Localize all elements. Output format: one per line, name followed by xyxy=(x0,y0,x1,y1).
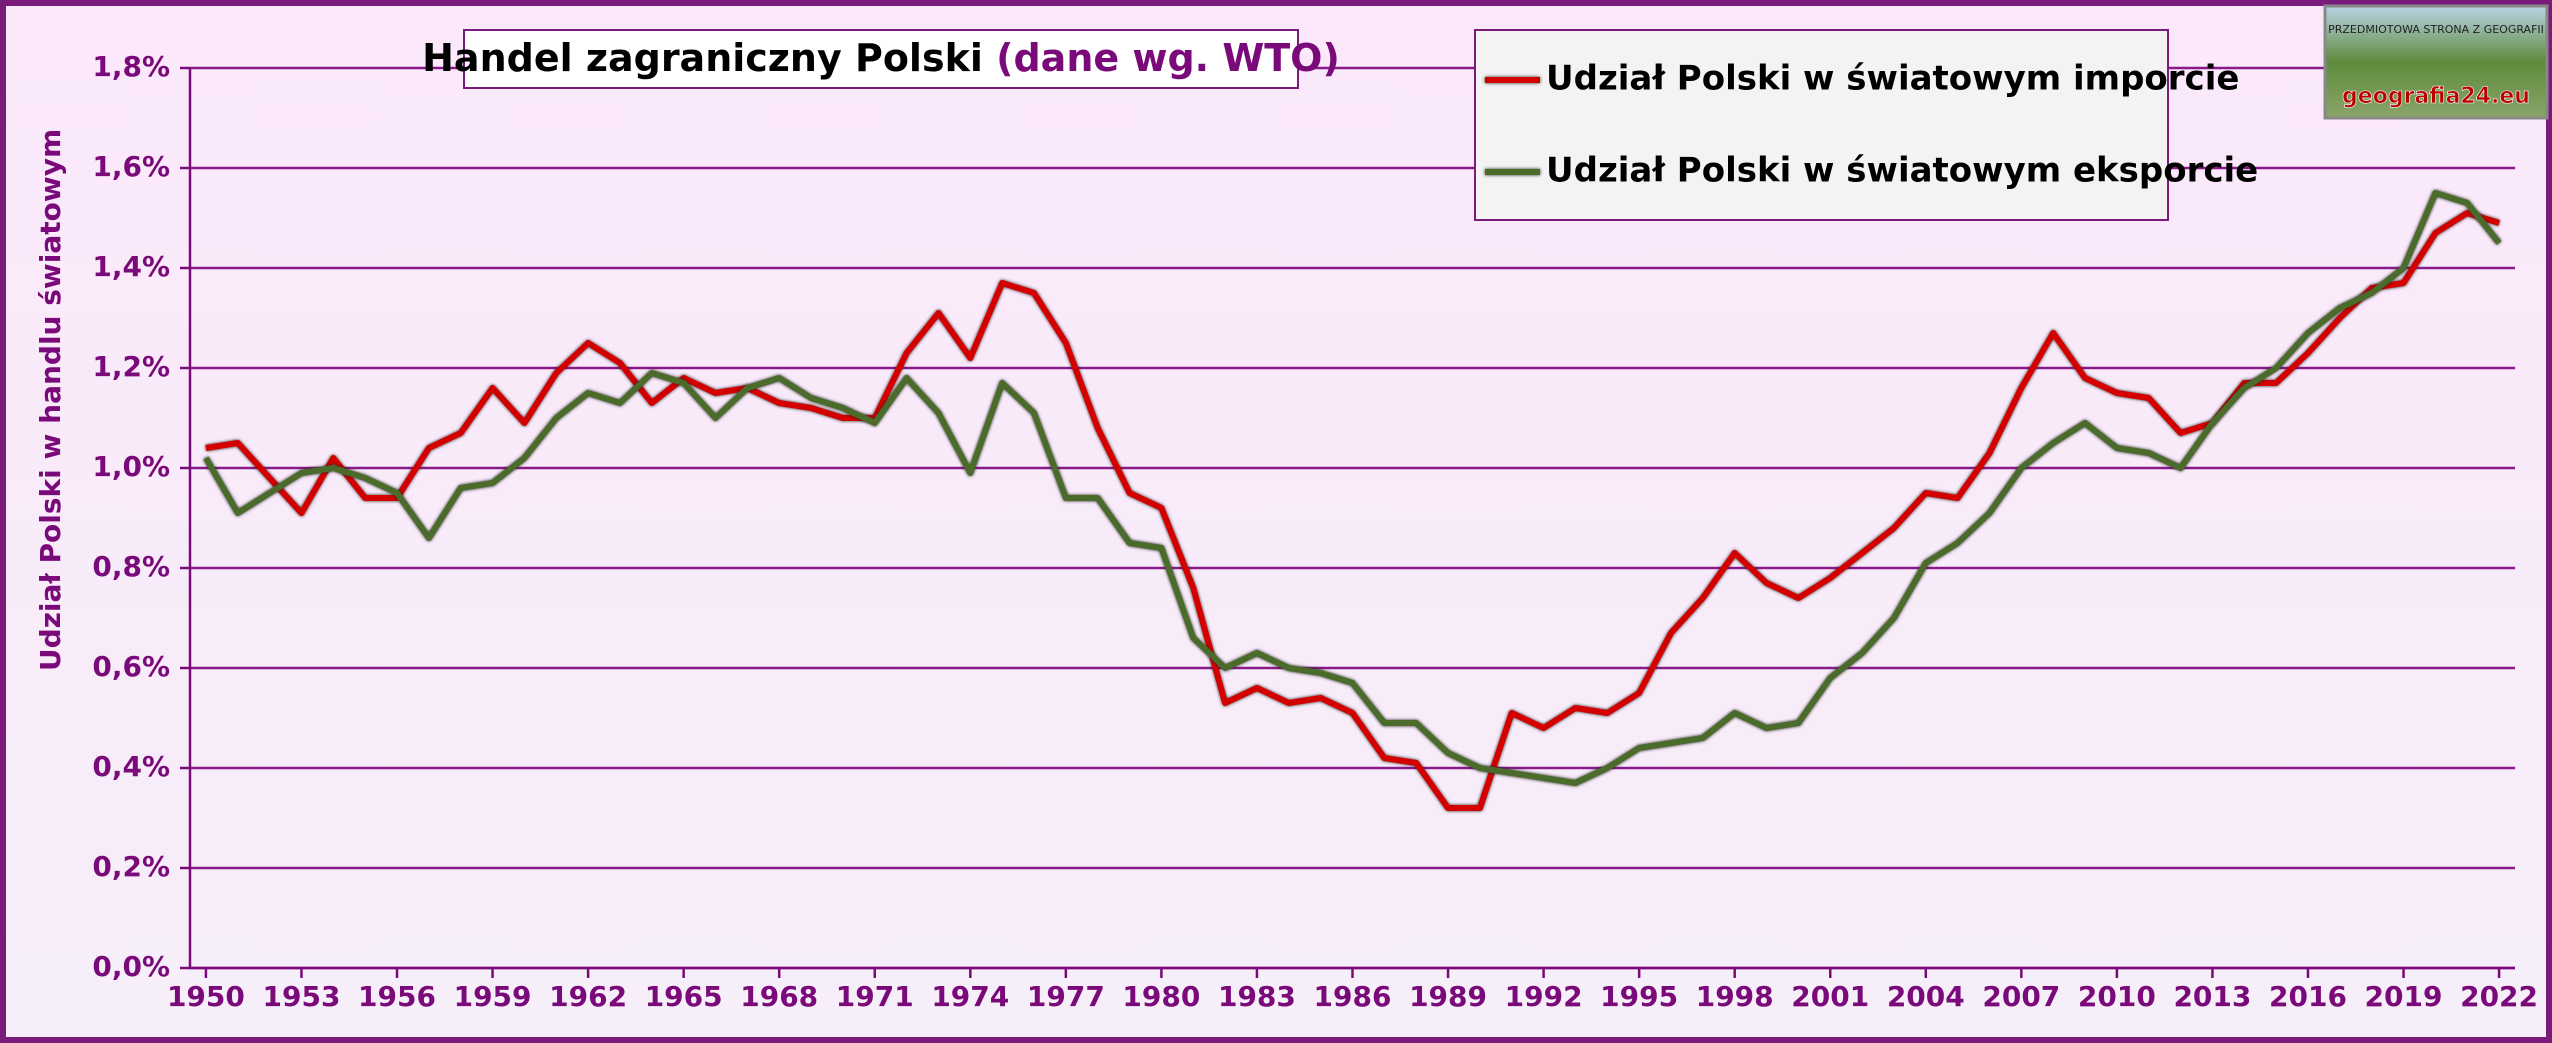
x-tick-label: 1968 xyxy=(740,980,818,1013)
y-tick-label: 0,8% xyxy=(92,550,170,583)
x-tick-label: 2007 xyxy=(1982,980,2060,1013)
legend: Udział Polski w światowym imporcie Udział… xyxy=(1475,30,2258,220)
y-tick-label: 1,8% xyxy=(92,50,170,83)
page: {"chart_data": {"type": "line", "title":… xyxy=(0,0,2552,1043)
x-tick-label: 1989 xyxy=(1409,980,1487,1013)
x-tick-label: 2022 xyxy=(2460,980,2538,1013)
logo-caption: PRZEDMIOTOWA STRONA Z GEOGRAFII xyxy=(2328,23,2544,36)
x-tick-label: 1992 xyxy=(1505,980,1583,1013)
y-tick-label: 0,4% xyxy=(92,750,170,783)
x-tick-label: 1956 xyxy=(358,980,436,1013)
x-tick-label: 1986 xyxy=(1314,980,1392,1013)
y-tick-label: 1,4% xyxy=(92,250,170,283)
y-tick-label: 0,6% xyxy=(92,650,170,683)
x-tick-label: 1959 xyxy=(454,980,532,1013)
y-tick-label: 0,2% xyxy=(92,850,170,883)
x-tick-label: 1971 xyxy=(836,980,914,1013)
logo-site: geografia24.eu xyxy=(2342,84,2530,109)
x-tick-label: 2001 xyxy=(1791,980,1869,1013)
x-tick-label: 1962 xyxy=(549,980,627,1013)
x-tick-label: 2016 xyxy=(2269,980,2347,1013)
x-tick-label: 1974 xyxy=(931,980,1009,1013)
x-tick-label: 2004 xyxy=(1887,980,1965,1013)
title-main: Handel zagraniczny Polski xyxy=(422,36,983,80)
x-tick-label: 1983 xyxy=(1218,980,1296,1013)
x-tick-label: 2010 xyxy=(2078,980,2156,1013)
chart-title: Handel zagraniczny Polski (dane wg. WTO) xyxy=(422,36,1340,80)
logo: PRZEDMIOTOWA STRONA Z GEOGRAFII geografi… xyxy=(2325,6,2547,118)
x-tick-label: 2019 xyxy=(2365,980,2443,1013)
y-tick-label: 0,0% xyxy=(92,950,170,983)
y-tick-label: 1,2% xyxy=(92,350,170,383)
x-tick-label: 1998 xyxy=(1696,980,1774,1013)
x-tick-label: 1995 xyxy=(1600,980,1678,1013)
chart: 0,0% 0,2% 0,4% 0,6% 0,8% 1,0% 1,2% 1,4% 1,6% 1,8%… xyxy=(0,0,2552,1043)
x-tick-label: 1950 xyxy=(167,980,245,1013)
legend-label: Udział Polski w światowym eksporcie xyxy=(1546,151,2258,191)
y-tick-label: 1,6% xyxy=(92,150,170,183)
title-note: (dane wg. WTO) xyxy=(996,36,1340,80)
y-tick-label: 1,0% xyxy=(92,450,170,483)
x-tick-label: 1965 xyxy=(645,980,723,1013)
x-tick-label: 1980 xyxy=(1122,980,1200,1013)
legend-label: Udział Polski w światowym imporcie xyxy=(1546,59,2239,99)
y-axis-label: Udział Polski w handlu światowym xyxy=(34,129,67,671)
x-tick-label: 1977 xyxy=(1027,980,1105,1013)
x-tick-label: 1953 xyxy=(263,980,341,1013)
x-tick-label: 2013 xyxy=(2173,980,2251,1013)
